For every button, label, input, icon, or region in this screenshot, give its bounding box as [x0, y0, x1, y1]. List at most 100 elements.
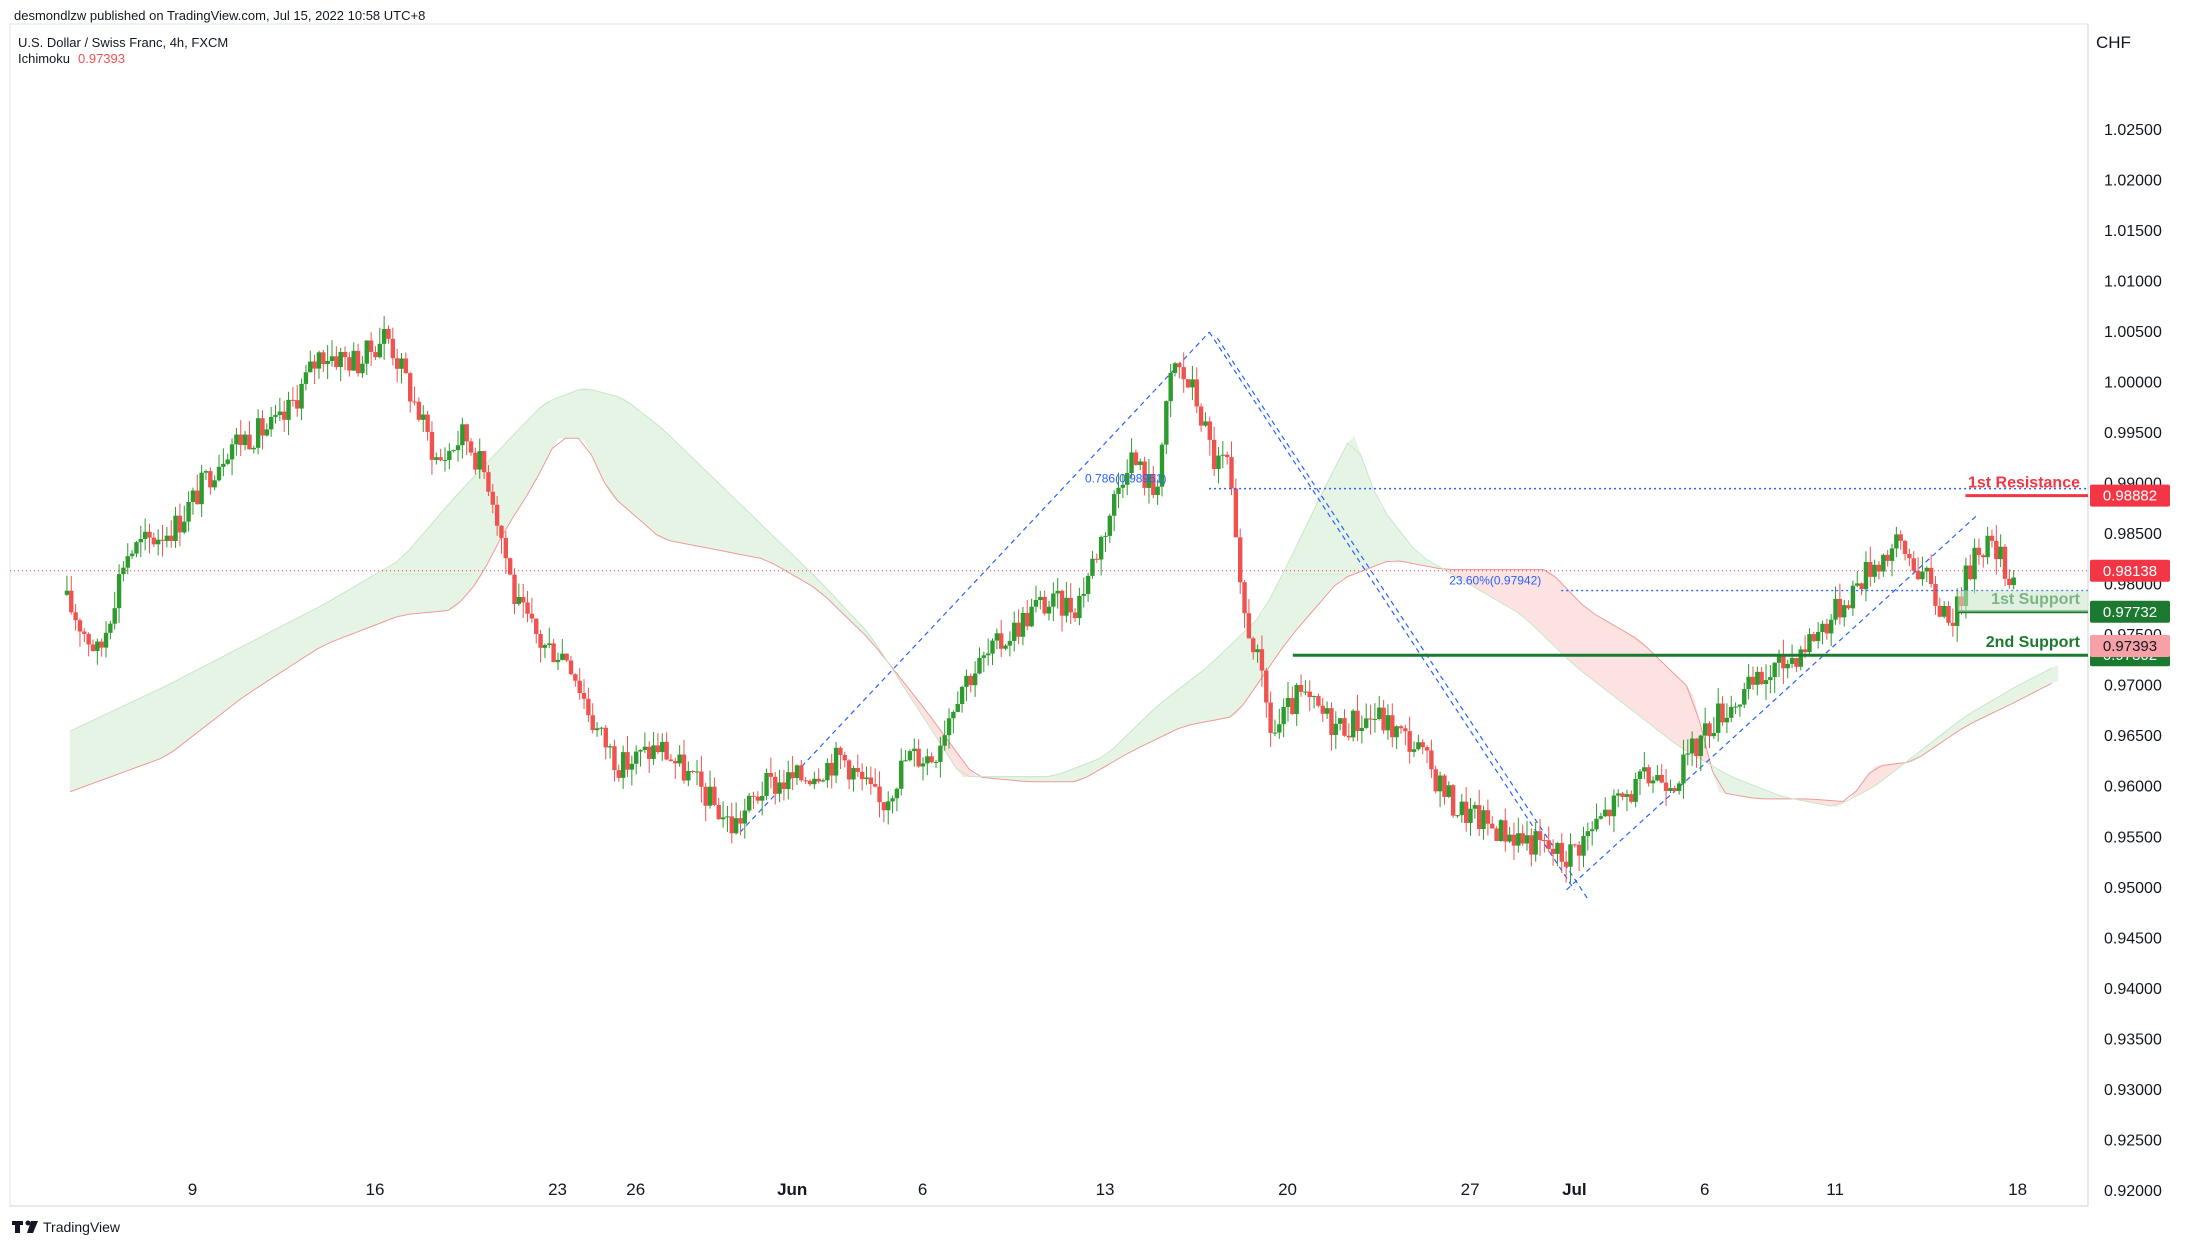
- candle-body[interactable]: [1972, 547, 1977, 580]
- candle[interactable]: [1676, 781, 1682, 795]
- candle[interactable]: [612, 739, 617, 782]
- candle-body[interactable]: [886, 801, 891, 811]
- candle[interactable]: [203, 469, 209, 480]
- candle[interactable]: [1781, 639, 1786, 684]
- candle[interactable]: [1216, 447, 1221, 484]
- candle-body[interactable]: [1029, 606, 1034, 627]
- candle[interactable]: [651, 731, 656, 765]
- candle-body[interactable]: [442, 460, 448, 462]
- candle[interactable]: [812, 771, 817, 789]
- candle[interactable]: [1729, 695, 1734, 723]
- candle-body[interactable]: [1268, 702, 1273, 733]
- candle[interactable]: [1572, 843, 1578, 848]
- candle-body[interactable]: [1963, 565, 1969, 606]
- candle[interactable]: [1077, 587, 1082, 626]
- candle-body[interactable]: [1537, 831, 1543, 841]
- candle-body[interactable]: [1828, 619, 1834, 634]
- candle-body[interactable]: [568, 660, 574, 675]
- candle-body[interactable]: [1238, 537, 1243, 583]
- candle-body[interactable]: [1051, 593, 1056, 607]
- candle[interactable]: [1672, 785, 1677, 793]
- candle-body[interactable]: [768, 772, 774, 777]
- candle-body[interactable]: [972, 673, 978, 686]
- candle[interactable]: [568, 655, 574, 676]
- candle-body[interactable]: [538, 633, 543, 648]
- candle[interactable]: [1020, 606, 1026, 646]
- candle[interactable]: [1768, 664, 1773, 694]
- candle[interactable]: [129, 550, 135, 560]
- candle-body[interactable]: [1763, 680, 1769, 685]
- candle[interactable]: [1133, 449, 1139, 466]
- candle-body[interactable]: [803, 780, 808, 782]
- candle-body[interactable]: [277, 411, 283, 416]
- candle[interactable]: [1698, 734, 1704, 772]
- candle-body[interactable]: [1846, 605, 1851, 609]
- trend-line[interactable]: [1208, 331, 1575, 891]
- candle-body[interactable]: [1742, 689, 1747, 705]
- candle-body[interactable]: [994, 633, 1000, 641]
- candle-body[interactable]: [195, 490, 200, 505]
- candle[interactable]: [790, 755, 795, 791]
- candle[interactable]: [764, 768, 769, 801]
- candle[interactable]: [447, 443, 452, 470]
- candle[interactable]: [1733, 702, 1738, 715]
- candle-body[interactable]: [1316, 696, 1321, 706]
- candle-body[interactable]: [1746, 676, 1751, 690]
- candle[interactable]: [381, 315, 387, 360]
- candle-body[interactable]: [1520, 833, 1525, 844]
- candle-body[interactable]: [838, 747, 843, 755]
- candle-body[interactable]: [1490, 823, 1495, 829]
- candle[interactable]: [1098, 535, 1104, 576]
- candle-body[interactable]: [1085, 575, 1091, 594]
- candle-body[interactable]: [1802, 649, 1808, 653]
- candle-body[interactable]: [403, 358, 409, 374]
- candle[interactable]: [468, 438, 474, 456]
- candle-body[interactable]: [1307, 691, 1312, 698]
- candle[interactable]: [1902, 539, 1908, 561]
- candle-body[interactable]: [273, 415, 278, 417]
- candle[interactable]: [668, 754, 674, 762]
- candle-body[interactable]: [1103, 535, 1108, 537]
- candle[interactable]: [403, 352, 409, 374]
- candle-body[interactable]: [881, 802, 887, 811]
- candle-body[interactable]: [1842, 605, 1847, 618]
- candle[interactable]: [977, 647, 982, 675]
- candle-body[interactable]: [660, 741, 665, 753]
- candle[interactable]: [138, 525, 143, 558]
- candle-body[interactable]: [399, 358, 404, 369]
- candle-body[interactable]: [1281, 707, 1286, 725]
- candle-body[interactable]: [607, 746, 613, 748]
- candle-body[interactable]: [1372, 719, 1378, 721]
- candle[interactable]: [1042, 590, 1047, 616]
- candle[interactable]: [1472, 801, 1478, 819]
- candle[interactable]: [1585, 822, 1591, 851]
- candle-body[interactable]: [1111, 494, 1117, 516]
- candle[interactable]: [664, 732, 669, 761]
- candle-body[interactable]: [1203, 421, 1208, 426]
- candle-body[interactable]: [481, 451, 487, 473]
- candle[interactable]: [1668, 779, 1673, 794]
- candle[interactable]: [1798, 645, 1803, 671]
- candle[interactable]: [1542, 834, 1547, 853]
- candle-body[interactable]: [490, 491, 495, 505]
- candle[interactable]: [733, 802, 739, 835]
- candle-body[interactable]: [1394, 726, 1399, 738]
- candle[interactable]: [182, 505, 187, 535]
- candle[interactable]: [225, 453, 230, 465]
- candle-body[interactable]: [1637, 771, 1643, 779]
- candle-body[interactable]: [1711, 732, 1717, 737]
- candle-body[interactable]: [1133, 452, 1139, 465]
- candle-body[interactable]: [520, 596, 526, 603]
- candle-body[interactable]: [86, 633, 91, 645]
- candle-body[interactable]: [1702, 723, 1708, 736]
- candle[interactable]: [633, 745, 639, 775]
- candle-body[interactable]: [1863, 561, 1869, 590]
- candle-body[interactable]: [868, 777, 874, 785]
- candle-body[interactable]: [1950, 622, 1956, 626]
- candle-body[interactable]: [985, 653, 991, 656]
- candle[interactable]: [1255, 644, 1260, 663]
- candle-body[interactable]: [1038, 596, 1043, 601]
- candle[interactable]: [142, 518, 148, 551]
- candle[interactable]: [103, 621, 109, 658]
- candle-body[interactable]: [234, 434, 239, 445]
